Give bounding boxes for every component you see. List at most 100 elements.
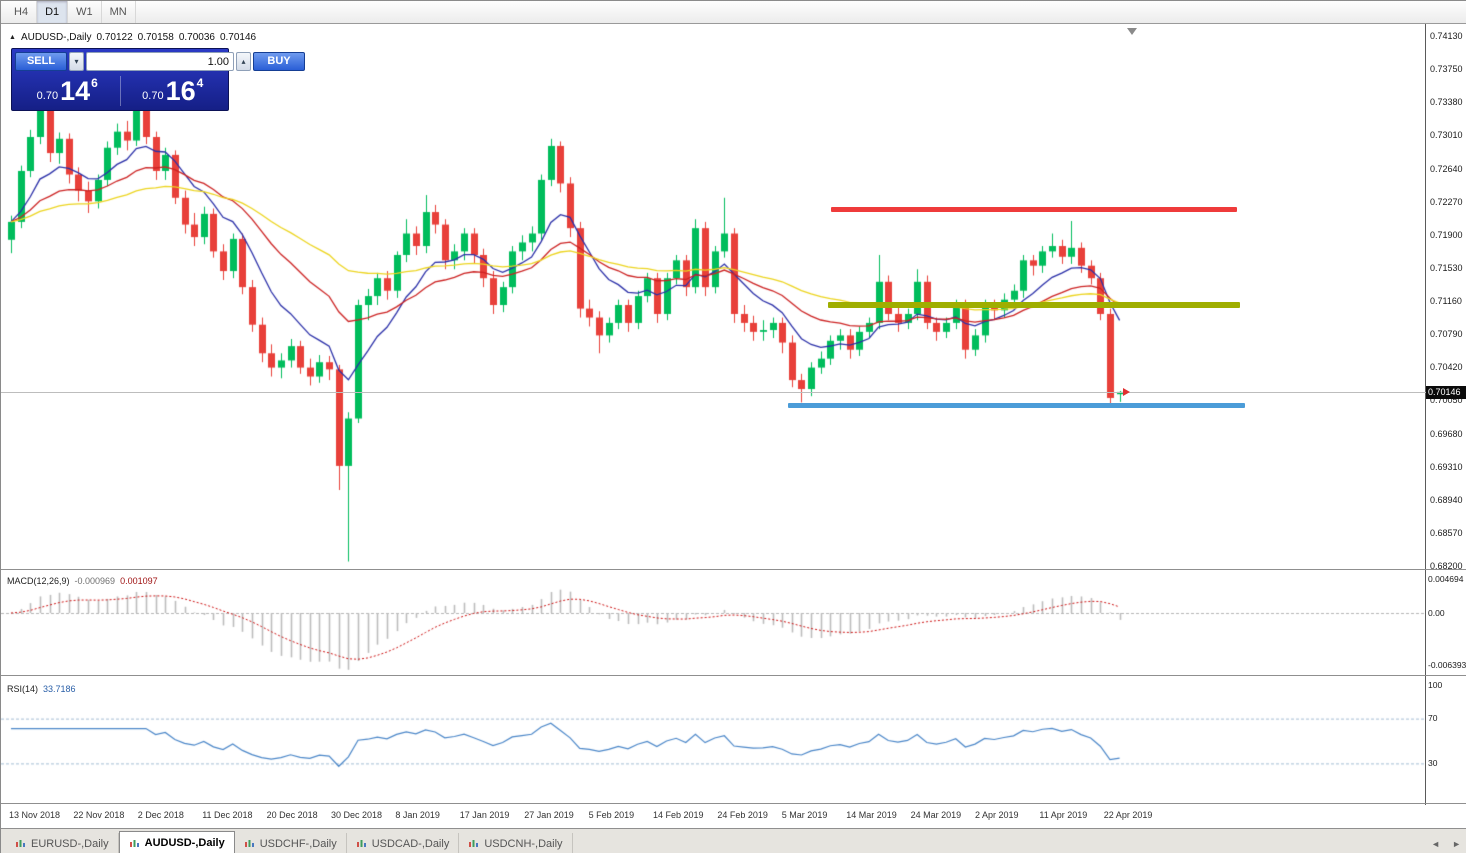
chart-marker-icon: ▲ [9,34,16,41]
tabs-scroll-right-button[interactable]: ► [1452,839,1461,849]
date-axis[interactable]: 13 Nov 2018 22 Nov 2018 2 Dec 2018 11 Dec 2… [1,805,1426,828]
sell-price-prefix: 0.70 [36,90,59,102]
price-divider [119,76,121,106]
chart-tab-icon [356,838,367,849]
rsi-axis-label: 100 [1428,680,1443,690]
broken-support-line[interactable] [828,302,1240,309]
date-axis-label: 14 Feb 2019 [653,810,704,820]
chart-tab-label: EURUSD-,Daily [31,837,109,850]
chart-tab-label: USDCHF-,Daily [259,837,337,850]
date-axis-label: 22 Nov 2018 [73,810,125,820]
sell-trade-arrow-icon [1123,388,1130,396]
chart-tabs-bar: EURUSD-,Daily AUDUSD-,Daily USDCHF-,Daily U… [1,828,1466,853]
date-axis-label: 17 Jan 2019 [459,810,510,820]
buy-price-prefix: 0.70 [142,90,164,102]
date-axis-label: 11 Apr 2019 [1039,810,1088,820]
date-axis-label: 13 Nov 2018 [9,810,61,820]
sell-button[interactable]: SELL [15,52,67,71]
timeframe-w1-button[interactable]: W1 [68,1,102,23]
date-axis-label: 30 Dec 2018 [331,810,383,820]
chart-tab-label: USDCNH-,Daily [484,837,563,850]
chart-shift-marker-icon[interactable] [1127,28,1137,35]
date-axis-label: 2 Dec 2018 [137,810,184,820]
date-axis-splitter [1,803,1466,804]
macd-name: MACD(12,26,9) [7,576,70,586]
chart-tab-eurusd[interactable]: EURUSD-,Daily [6,833,119,853]
chart-tab-icon [129,838,140,849]
price-axis-label: 0.70790 [1430,329,1463,340]
price-axis-label: 0.70050 [1430,395,1463,406]
volume-increase-button[interactable]: ▴ [236,52,251,71]
price-axis-label: 0.70420 [1430,362,1463,373]
bid-price-line [1,392,1426,393]
price-axis[interactable]: 0.70146 0.74130 0.73750 0.73380 0.73010 0.72… [1426,24,1466,828]
one-click-trading-panel: SELL ▾ ▴ BUY 0.70 14 6 0.70 16 4 [11,48,305,111]
chart-tab-label: AUDUSD-,Daily [144,837,225,849]
buy-price-pip: 4 [196,76,204,90]
price-axis-label: 0.68570 [1430,527,1463,538]
macd-main-value: -0.000969 [74,576,116,586]
rsi-panel-splitter[interactable] [1,675,1466,676]
sell-price-display[interactable]: 0.70 14 6 [15,73,120,109]
price-axis-label: 0.73380 [1430,97,1463,108]
current-price-tag: 0.70146 [1426,386,1466,399]
macd-axis-label: 0.00 [1428,608,1445,618]
date-axis-label: 5 Mar 2019 [781,810,828,820]
rsi-label: RSI(14) 33.7186 [7,684,76,694]
price-axis-label: 0.73010 [1430,130,1463,141]
price-axis-label: 0.71900 [1430,229,1463,240]
ohlc-high: 0.70158 [137,32,174,43]
sell-price-big: 14 [60,76,91,106]
macd-label: MACD(12,26,9) -0.000969 0.001097 [7,576,158,586]
chart-tab-audusd[interactable]: AUDUSD-,Daily [118,831,235,853]
buy-price-big: 16 [165,76,196,106]
volume-input[interactable] [86,52,234,71]
chart-tab-icon [15,838,26,849]
date-axis-label: 5 Feb 2019 [588,810,635,820]
timeframe-mn-button[interactable]: MN [102,1,136,23]
macd-indicator-canvas[interactable] [1,571,1425,675]
chart-tab-usdcnh[interactable]: USDCNH-,Daily [459,833,573,853]
ohlc-close: 0.70146 [219,32,257,43]
timeframe-d1-button[interactable]: D1 [37,1,69,23]
date-axis-label: 14 Mar 2019 [846,810,897,820]
macd-signal-value: 0.001097 [120,576,158,586]
tabs-scroll-left-button[interactable]: ◄ [1431,839,1441,849]
date-axis-label: 27 Jan 2019 [524,810,574,820]
price-axis-label: 0.74130 [1430,31,1463,41]
buy-price-display[interactable]: 0.70 16 4 [121,73,226,109]
date-axis-label: 20 Dec 2018 [266,810,318,820]
chart-panel[interactable]: ▲ AUDUSD-,Daily 0.70122 0.70158 0.70036 … [1,24,1426,828]
candlestick-chart-canvas[interactable] [1,24,1425,569]
chart-tab-usdcad[interactable]: USDCAD-,Daily [347,833,460,853]
chevron-down-icon: ▾ [74,57,79,66]
price-axis-label: 0.72640 [1430,163,1463,174]
price-axis-label: 0.69680 [1430,428,1463,439]
ohlc-low: 0.70036 [178,32,215,43]
chart-tab-usdchf[interactable]: USDCHF-,Daily [235,833,347,853]
macd-panel-splitter[interactable] [1,569,1466,570]
price-axis-label: 0.72270 [1430,196,1463,207]
date-axis-label: 8 Jan 2019 [395,810,440,820]
chart-tab-icon [244,838,255,849]
timeframe-toolbar: H4 D1 W1 MN [1,1,1466,24]
sell-price-pip: 6 [91,76,98,90]
date-axis-label: 24 Mar 2019 [910,810,962,820]
macd-axis-label: -0.006393 [1428,660,1466,670]
chart-symbol-label: AUDUSD-,Daily [20,32,92,43]
price-axis-label: 0.71530 [1430,262,1463,273]
chevron-up-icon: ▴ [241,57,246,66]
rsi-indicator-canvas[interactable] [1,677,1425,804]
volume-decrease-button[interactable]: ▾ [69,52,84,71]
support-line[interactable] [788,402,1245,408]
price-axis-label: 0.73750 [1430,64,1463,75]
date-axis-label: 2 Apr 2019 [975,810,1019,820]
resistance-line[interactable] [831,206,1237,212]
timeframe-h4-button[interactable]: H4 [6,1,38,23]
ohlc-open: 0.70122 [96,32,133,43]
rsi-axis-label: 70 [1428,713,1438,723]
price-axis-label: 0.71160 [1430,296,1462,306]
rsi-axis-label: 30 [1428,758,1438,768]
date-axis-label: 22 Apr 2019 [1103,810,1153,820]
buy-button[interactable]: BUY [253,52,305,71]
